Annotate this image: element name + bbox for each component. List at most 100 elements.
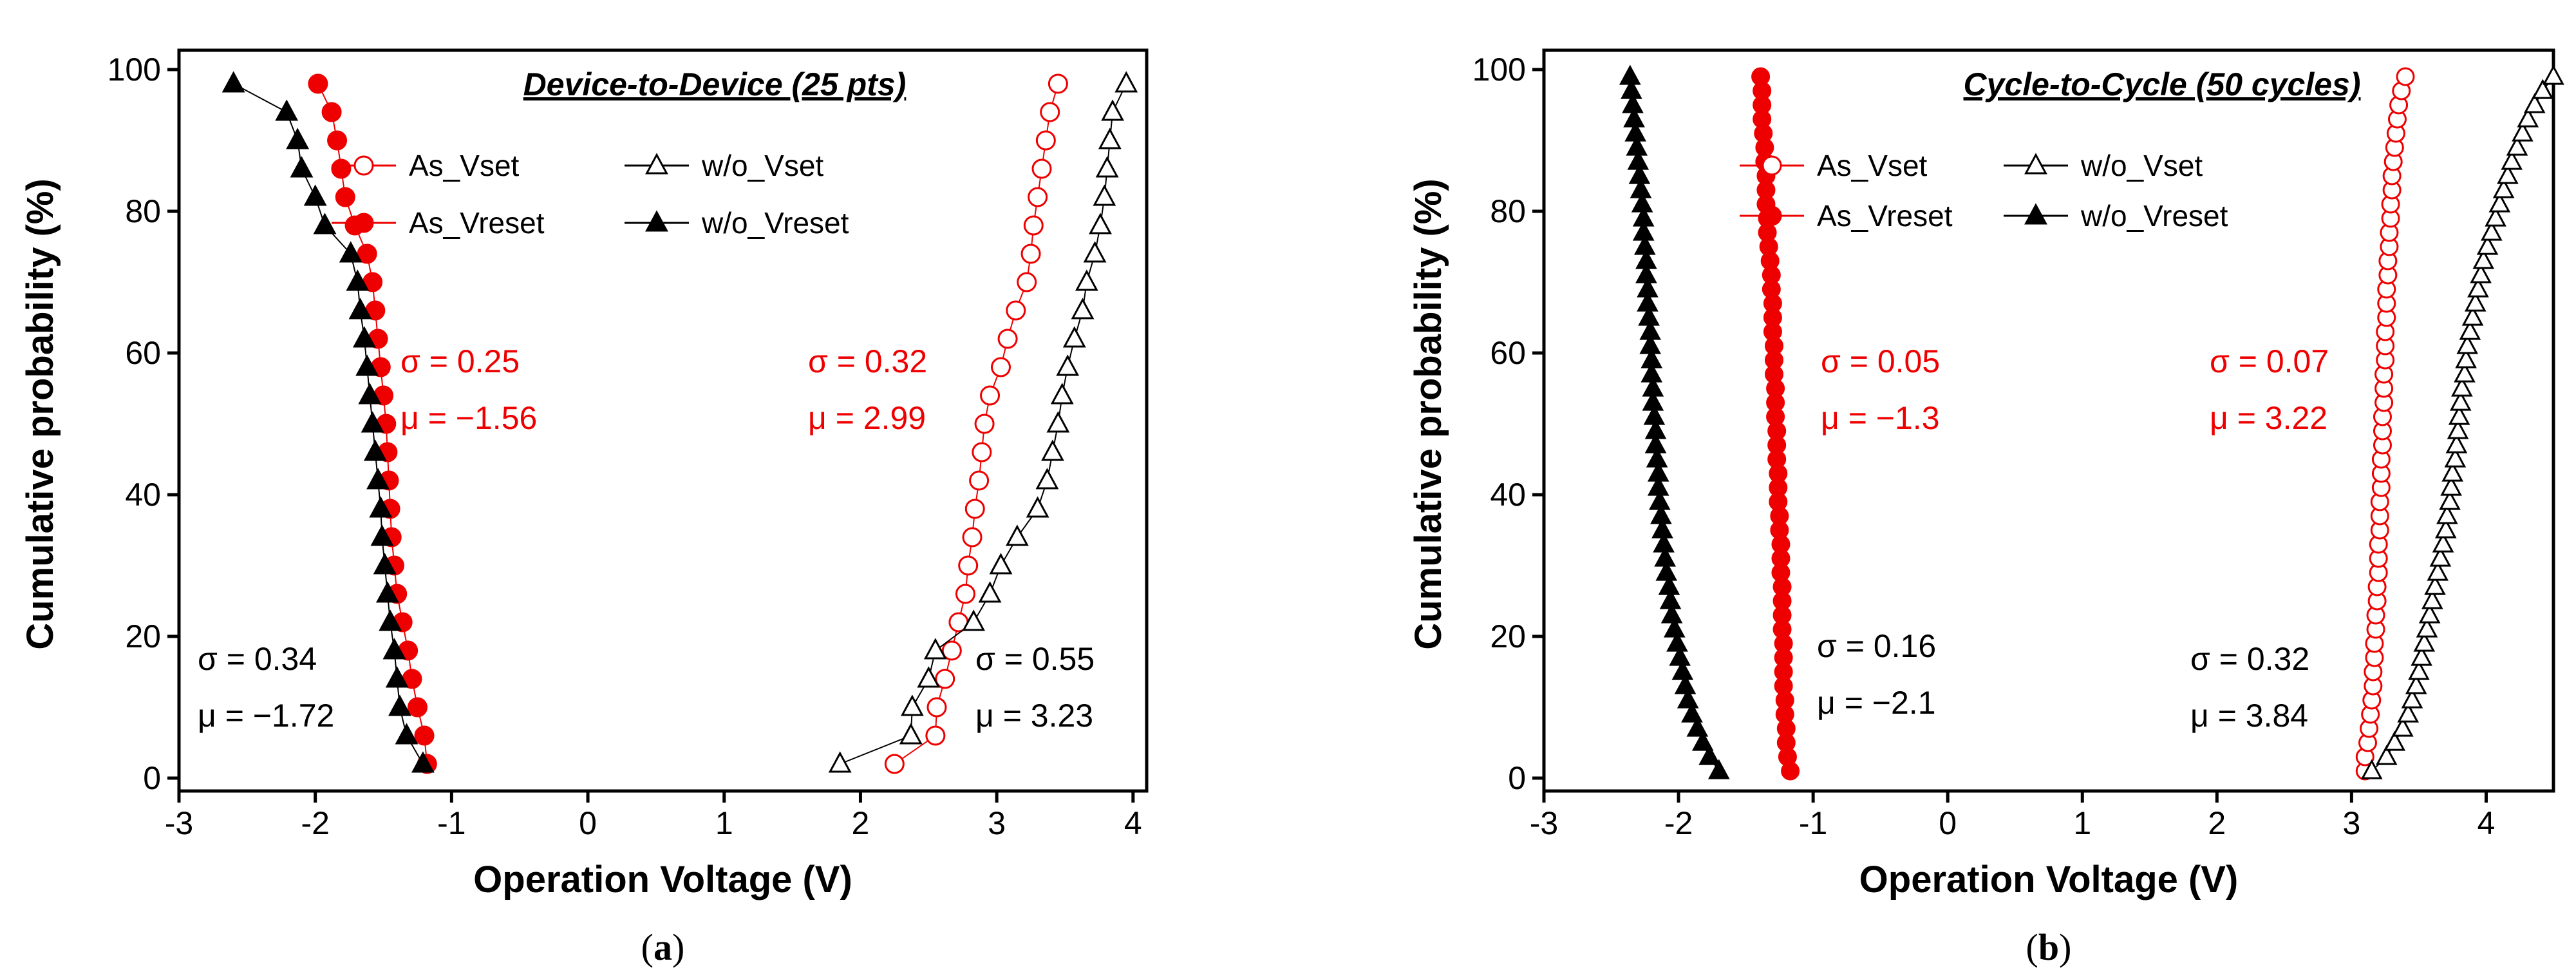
data-point: [917, 666, 941, 688]
chart-title: Cycle-to-Cycle (50 cycles): [1964, 66, 2361, 102]
data-point: [2432, 532, 2454, 553]
data-point: [1056, 354, 1080, 376]
legend-label: w/o_Vset: [2080, 149, 2203, 182]
data-point: [2397, 702, 2420, 723]
data-point: [2506, 135, 2528, 156]
data-point: [2445, 433, 2468, 453]
data-point: [2464, 291, 2487, 312]
stat-annotation-sigma: σ = 0.05: [1821, 343, 1940, 379]
x-tick-label: -3: [1530, 805, 1558, 841]
data-point: [2447, 419, 2469, 439]
chart-title: Device-to-Device (25 pts): [523, 66, 907, 102]
legend-marker: [2024, 153, 2047, 175]
data-point: [1083, 241, 1107, 263]
legend-entry: As_Vset: [332, 149, 520, 182]
data-point: [366, 468, 390, 490]
data-point: [1648, 490, 1671, 510]
data-point: [1633, 234, 1656, 255]
caption-letter: b: [2038, 926, 2059, 968]
data-point: [1095, 156, 1119, 178]
data-point: [1630, 178, 1652, 198]
y-tick-label: 0: [1508, 760, 1526, 796]
data-point: [1050, 383, 1074, 405]
data-point: [964, 499, 985, 519]
stat-annotation-mu: μ = 3.23: [975, 698, 1093, 734]
data-point: [2497, 164, 2519, 184]
data-point: [407, 697, 428, 718]
data-point: [1632, 206, 1655, 227]
data-point: [1638, 305, 1660, 326]
legend-marker: [645, 210, 668, 232]
legend-entry: As_Vreset: [332, 206, 545, 240]
data-point: [1020, 243, 1041, 264]
x-tick-label: 4: [2477, 805, 2496, 841]
y-tick-label: 80: [125, 193, 161, 229]
y-tick-label: 20: [1490, 618, 1526, 654]
legend-label: w/o_Vreset: [2080, 199, 2228, 233]
data-point: [1046, 411, 1070, 433]
data-point: [1647, 475, 1669, 496]
data-point: [395, 723, 418, 745]
data-point: [2360, 759, 2383, 779]
stat-annotation-sigma: σ = 0.32: [808, 343, 927, 379]
stat-annotation-sigma: σ = 0.55: [975, 641, 1095, 677]
data-point: [1631, 192, 1653, 213]
stat-annotation-mu: μ = 3.22: [2210, 400, 2327, 436]
data-point: [1005, 524, 1029, 546]
data-point: [331, 158, 352, 179]
y-axis-title: Cumulative probability (%): [1407, 178, 1449, 650]
data-point: [974, 414, 995, 434]
data-point: [1017, 272, 1037, 292]
data-point: [2449, 390, 2472, 411]
data-point: [2427, 560, 2449, 581]
data-point: [286, 128, 310, 149]
data-point: [414, 725, 435, 746]
data-point: [2429, 546, 2452, 567]
data-point: [2461, 305, 2484, 326]
y-tick-label: 40: [125, 477, 161, 513]
y-tick-label: 80: [1490, 193, 1526, 229]
stat-annotation-sigma: σ = 0.32: [2190, 641, 2309, 677]
plot-frame: [1542, 48, 2555, 793]
data-point: [2512, 121, 2534, 142]
data-point: [2488, 192, 2511, 213]
series-as-vreset: [1751, 67, 1800, 781]
data-point: [1093, 184, 1116, 206]
data-point: [313, 213, 337, 234]
legend-marker: [645, 153, 668, 175]
x-tick-label: -2: [1664, 805, 1693, 841]
data-point: [962, 609, 986, 631]
y-tick-label: 0: [143, 760, 161, 796]
data-point: [1691, 730, 1714, 751]
data-point: [2439, 490, 2461, 510]
data-point: [1663, 617, 1686, 638]
data-point: [2411, 645, 2432, 666]
data-point: [346, 269, 370, 291]
data-point: [1650, 504, 1672, 524]
data-point: [2472, 249, 2495, 269]
y-tick-label: 60: [1490, 335, 1526, 371]
x-tick-label: 1: [715, 805, 733, 841]
data-point: [955, 584, 975, 604]
data-point: [370, 524, 394, 546]
data-point: [1075, 269, 1098, 291]
data-point: [972, 442, 992, 462]
data-point: [1686, 716, 1709, 737]
data-point: [1048, 73, 1068, 94]
data-point: [926, 697, 947, 718]
data-point: [321, 102, 342, 122]
legend-marker: [2024, 203, 2047, 225]
data-point: [989, 553, 1013, 575]
legend-entry: w/o_Vreset: [625, 206, 849, 240]
data-point: [1637, 277, 1659, 298]
data-point: [1023, 215, 1044, 236]
data-point: [1660, 603, 1683, 624]
legend-label: As_Vreset: [1817, 199, 1953, 233]
data-point: [997, 329, 1018, 349]
data-point: [2392, 716, 2414, 737]
data-point: [1632, 220, 1655, 241]
caption-letter: a: [653, 926, 672, 968]
data-point: [2441, 461, 2464, 482]
